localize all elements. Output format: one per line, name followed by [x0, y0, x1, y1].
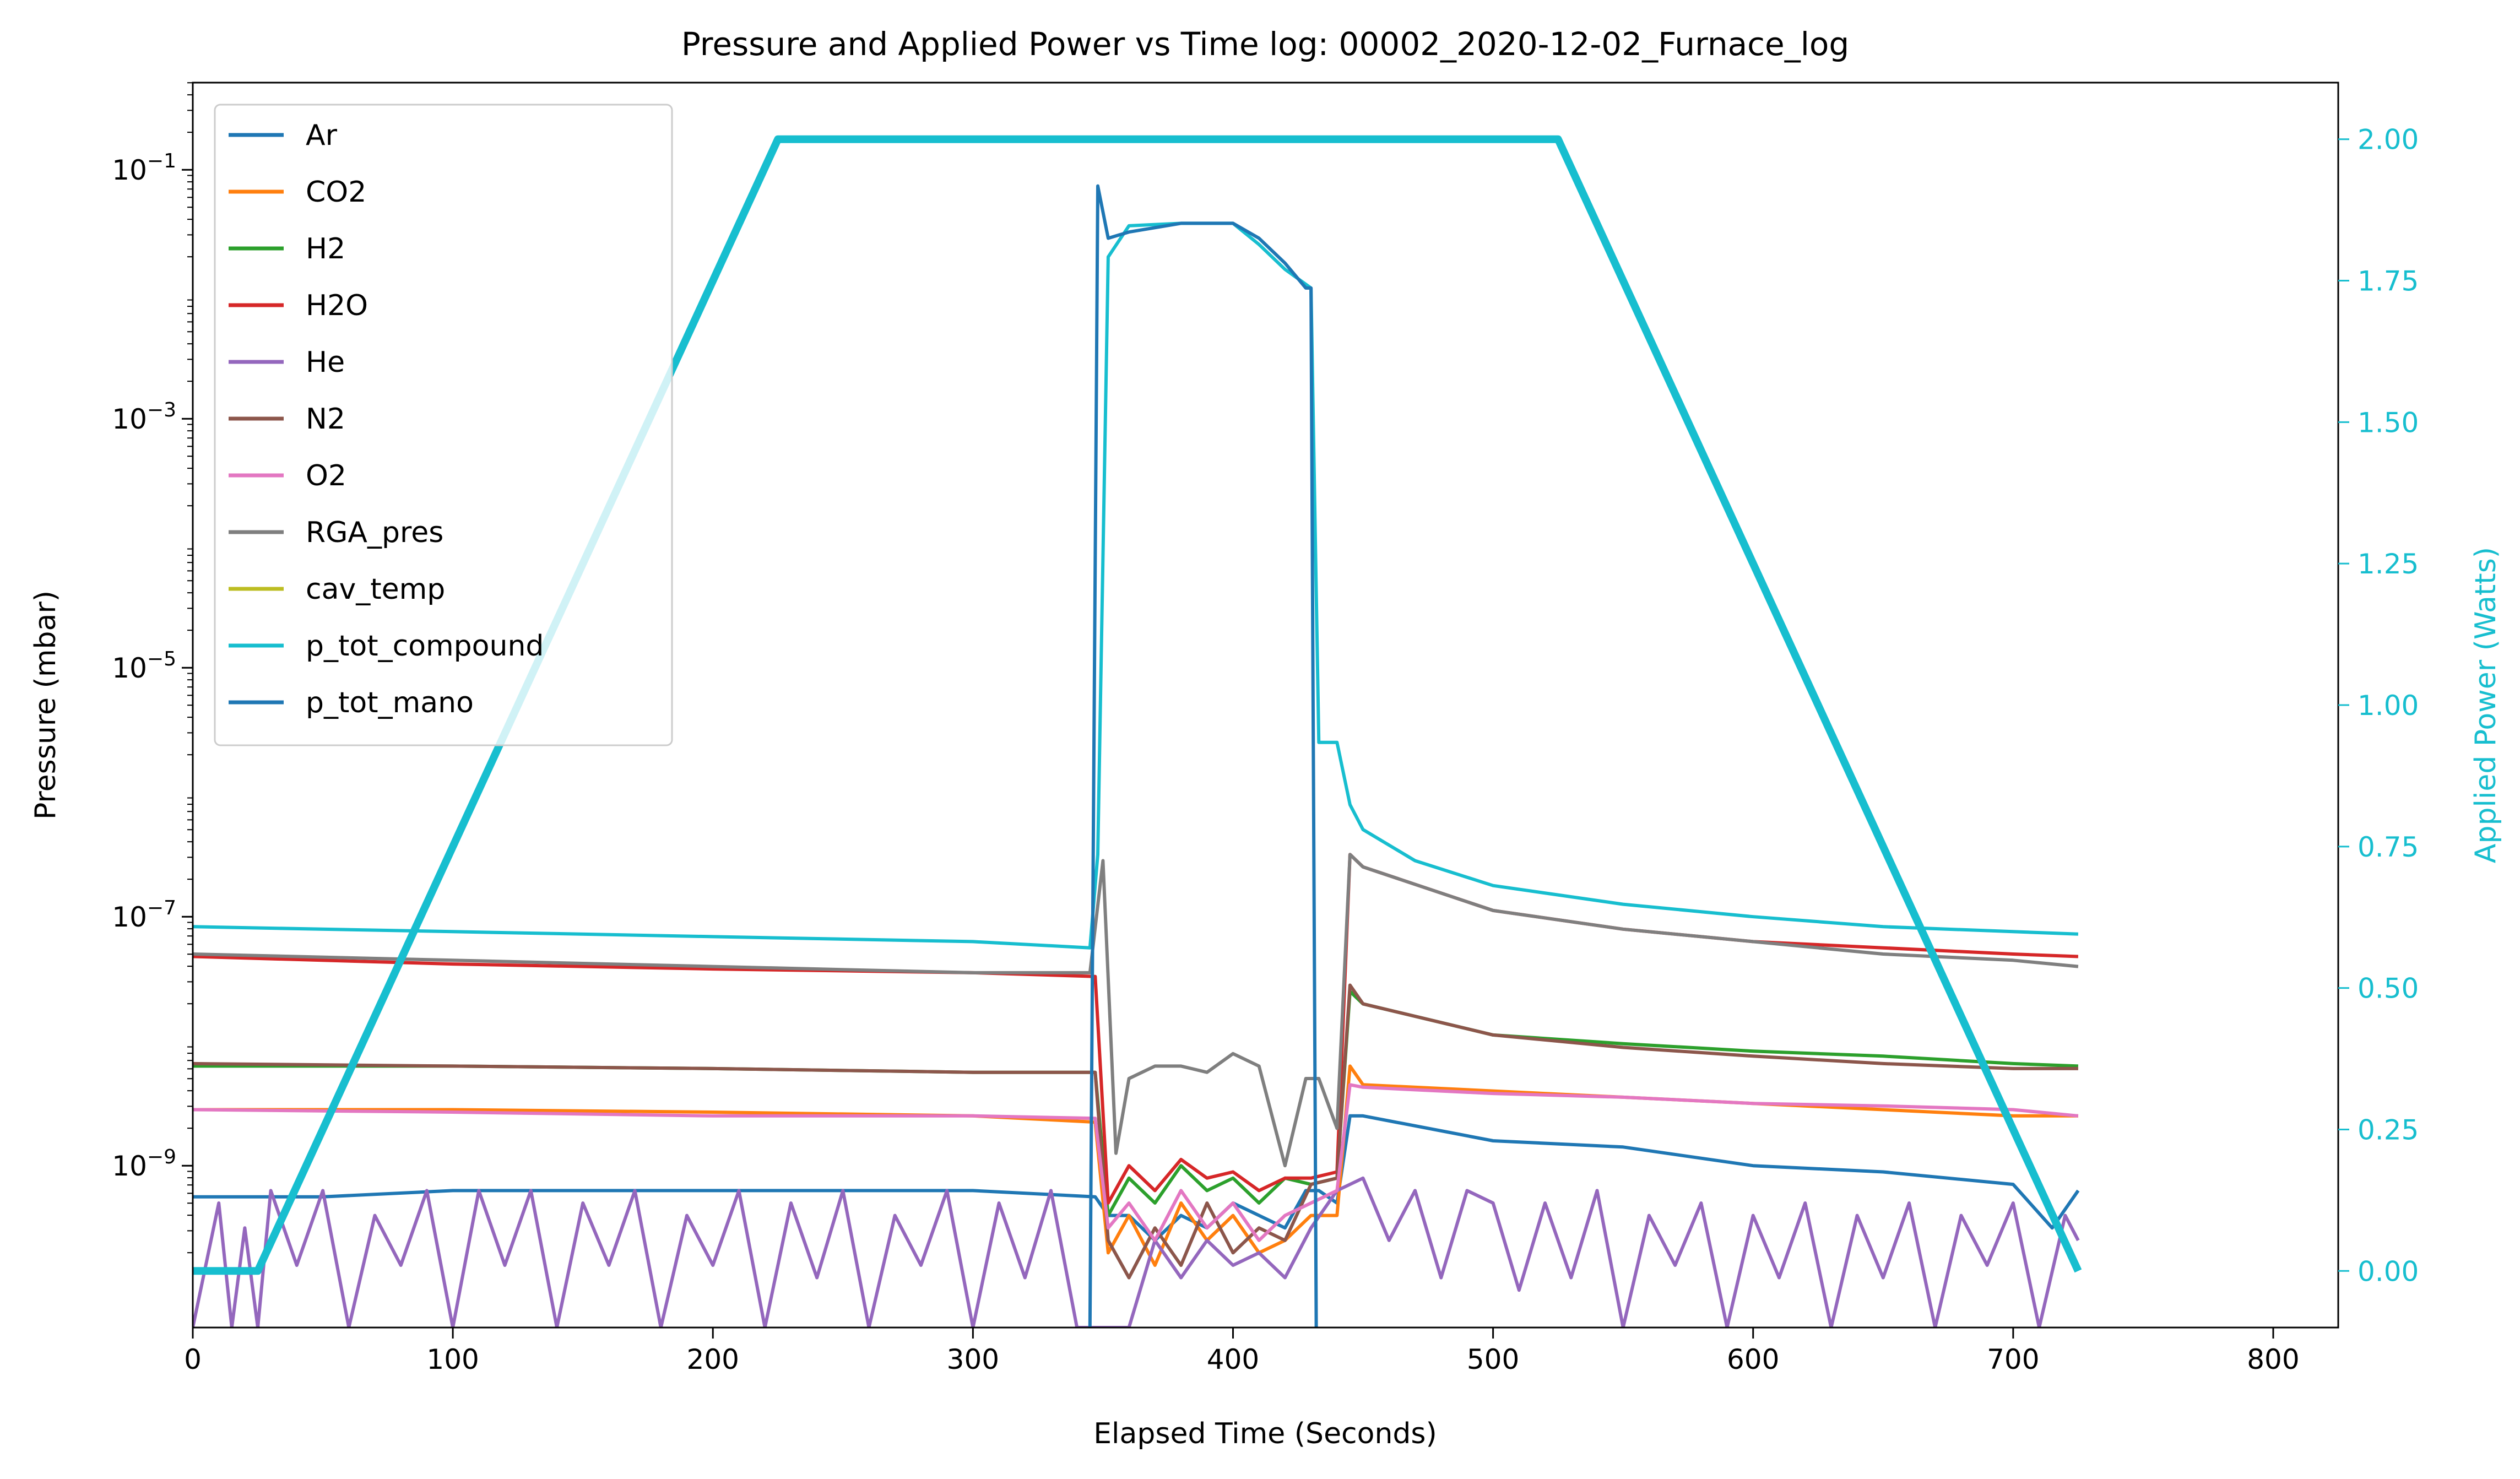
legend-label: p_tot_mano — [306, 686, 474, 719]
legend-label: RGA_pres — [306, 516, 443, 549]
x-tick-label: 600 — [1727, 1343, 1779, 1375]
legend-label: Ar — [306, 119, 338, 152]
plot-area — [193, 135, 2082, 1328]
y-axis-label: Pressure (mbar) — [29, 590, 62, 820]
y2-tick-label: 1.00 — [2358, 690, 2419, 722]
x-axis-label: Elapsed Time (Seconds) — [1093, 1417, 1437, 1450]
x-tick-label: 100 — [426, 1343, 479, 1375]
legend-label: cav_temp — [306, 573, 445, 606]
axis-ticks: 0 100 200 300 400 500 600 700 80010−110−310−510−… — [112, 82, 2419, 1375]
y2-tick-label: 1.25 — [2358, 548, 2419, 580]
x-tick-label: 400 — [1207, 1343, 1259, 1375]
legend-label: H2O — [306, 289, 368, 322]
series-line-rga-pres — [193, 853, 2079, 1168]
y2-tick-label: 0.25 — [2358, 1114, 2419, 1146]
x-tick-label: 200 — [687, 1343, 739, 1375]
legend-label: He — [306, 346, 345, 379]
x-tick-label: 300 — [947, 1343, 999, 1375]
legend-label: p_tot_compound — [306, 630, 544, 663]
legend-box — [214, 104, 673, 746]
legend: Ar CO2 H2 H2O He N2 O2 RGA_pres cav_temp p_tot_co… — [214, 104, 673, 746]
y2-tick-label: 2.00 — [2358, 124, 2419, 156]
series-line-o2 — [193, 1083, 2079, 1242]
y2-tick-label: 0.75 — [2358, 831, 2419, 863]
series-line-p-tot-mano — [1088, 184, 1318, 1328]
y2-tick-label: 1.75 — [2358, 266, 2419, 297]
legend-label: N2 — [306, 403, 345, 436]
legend-label: CO2 — [306, 176, 366, 209]
series-line-he — [193, 1176, 2080, 1328]
y2-tick-label: 0.00 — [2358, 1255, 2419, 1287]
series-line-ar — [193, 1114, 2080, 1242]
chart-title: Pressure and Applied Power vs Time log: … — [681, 25, 1849, 63]
x-tick-label: 700 — [1987, 1343, 2039, 1375]
y2-tick-label: 1.50 — [2358, 407, 2419, 438]
x-tick-label: 0 — [184, 1343, 202, 1375]
legend-label: H2 — [306, 232, 345, 266]
x-tick-label: 500 — [1467, 1343, 1519, 1375]
y-tick-label: 10−7 — [112, 897, 176, 933]
y2-tick-label: 0.50 — [2358, 973, 2419, 1005]
legend-label: O2 — [306, 459, 346, 492]
series-line-applied-power — [193, 135, 2082, 1275]
x-tick-label: 800 — [2247, 1343, 2299, 1375]
y2-axis-label: Applied Power (Watts) — [2469, 547, 2502, 863]
series-line-n2 — [193, 983, 2078, 1280]
